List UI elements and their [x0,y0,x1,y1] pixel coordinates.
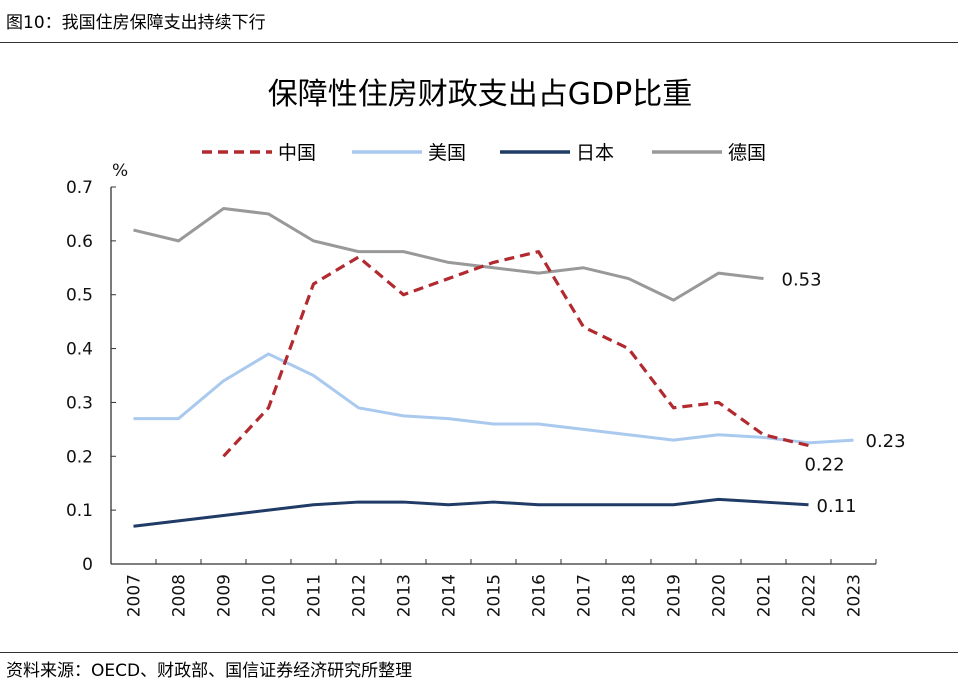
y-axis-unit: % [112,161,128,181]
series-line-3 [133,207,764,302]
x-tick-label: 2012 [350,574,370,617]
legend: 中国 美国 日本 德国 [202,142,766,164]
y-tick-label: 0.1 [66,501,93,521]
end-data-label: 0.22 [804,455,844,476]
series-lines: 0.53 0.23 0.11 0.22 [133,207,906,528]
x-tick-label: 2022 [800,574,820,617]
y-tick-label: 0 [82,555,93,575]
x-tick-label: 2016 [530,574,550,617]
legend-label: 中国 [278,142,316,164]
x-tick-label: 2008 [170,574,190,617]
x-tick-label: 2017 [575,574,595,617]
x-tick-label: 2021 [755,574,775,617]
y-tick-label: 0.3 [66,393,93,413]
source-note: 资料来源：OECD、财政部、国信证券经济研究所整理 [6,661,413,681]
legend-label: 日本 [576,142,614,164]
legend-label: 德国 [728,142,766,164]
series-line-2 [133,497,809,528]
figure-label: 图10：我国住房保障支出持续下行 [6,13,266,33]
y-tick-label: 0.2 [66,447,93,467]
series-line-1 [133,352,854,445]
end-data-label: 0.11 [817,496,857,517]
x-tick-label: 2014 [440,574,460,617]
y-tick-label: 0.6 [66,232,93,252]
x-tick-label: 2013 [395,574,415,617]
bottom-divider [0,652,958,653]
axes: 0 0.1 0.2 0.3 0.4 0.5 0.6 0.7 2007 2008 2009 2010 20… [66,178,877,617]
x-tick-label: 2007 [125,574,145,617]
series-line-0 [222,250,809,458]
y-tick-label: 0.5 [66,286,93,306]
x-tick-label: 2011 [305,574,325,617]
x-tick-label: 2020 [710,574,730,617]
x-tick-label: 2018 [620,574,640,617]
end-data-label: 0.23 [866,431,906,452]
top-divider [0,42,958,43]
x-tick-label: 2023 [845,574,865,617]
y-tick-label: 0.7 [66,178,93,198]
y-tick-label: 0.4 [66,340,93,360]
legend-label: 美国 [428,142,466,164]
end-data-label: 0.53 [782,270,822,291]
x-tick-label: 2019 [665,574,685,617]
chart-title: 保障性住房财政支出占GDP比重 [268,77,692,112]
x-tick-label: 2010 [260,574,280,617]
x-tick-label: 2015 [485,574,505,617]
x-tick-label: 2009 [215,574,235,617]
